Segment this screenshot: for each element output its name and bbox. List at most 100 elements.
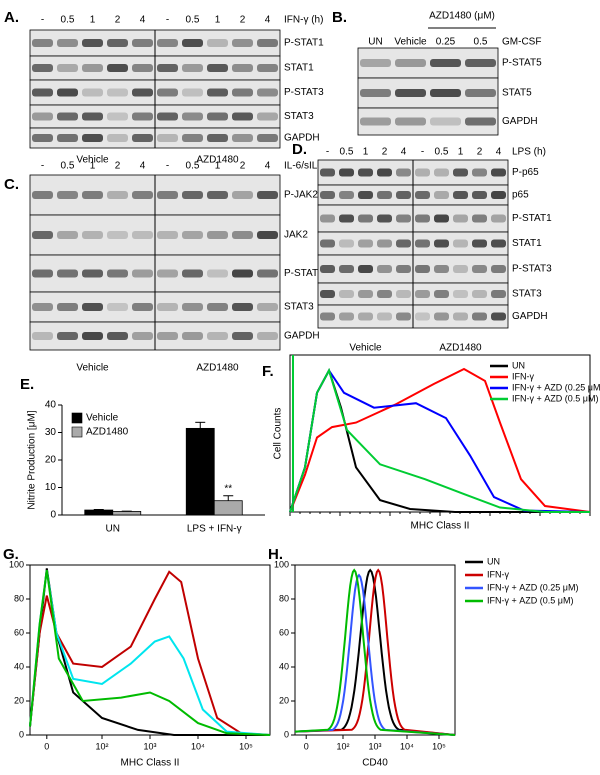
group-label: Vehicle — [76, 363, 109, 374]
blot-band — [207, 332, 228, 340]
blot-band — [57, 64, 78, 72]
lane-label: 4 — [496, 147, 502, 158]
y-tick-label: 0 — [50, 510, 56, 521]
blot-band — [107, 332, 128, 340]
blot-band — [157, 88, 178, 97]
blot-band — [396, 239, 411, 248]
blot-band — [207, 88, 228, 97]
blot-band — [107, 134, 128, 142]
blot-band — [132, 112, 153, 121]
legend-label: IFN-γ — [512, 371, 534, 381]
blot-band — [132, 269, 153, 278]
blot-band — [377, 168, 392, 177]
blot-band — [320, 290, 335, 298]
x-tick-label: 10² — [336, 741, 349, 751]
blot-band — [207, 64, 228, 72]
blot-band — [434, 214, 449, 223]
blot-band — [82, 231, 103, 239]
lane-label: 0.5 — [474, 37, 488, 48]
blot-band — [360, 59, 391, 67]
blot-band — [491, 239, 506, 248]
blot-band — [434, 290, 449, 298]
blot-band — [453, 239, 468, 248]
blot-band — [82, 112, 103, 121]
blot-band — [232, 332, 253, 340]
blot-band — [57, 112, 78, 121]
x-tick-label: 10⁴ — [191, 741, 205, 751]
bar — [112, 511, 142, 516]
blot-band — [157, 231, 178, 239]
blot-band — [430, 117, 461, 126]
y-tick-label: 0 — [19, 729, 24, 739]
y-axis-label: Cell Counts — [273, 408, 284, 460]
blot-band — [377, 312, 392, 321]
blot-band — [453, 168, 468, 177]
blot-band — [232, 191, 253, 199]
lane-label: 2 — [240, 161, 246, 172]
row-label: P-JAK2 — [284, 190, 318, 201]
blot-band — [107, 303, 128, 311]
row-label: GAPDH — [502, 116, 538, 127]
lane-label: - — [166, 15, 169, 26]
panel-label: G. — [3, 546, 19, 563]
histogram-curve — [294, 568, 456, 736]
blot-band — [207, 269, 228, 278]
blot-band — [32, 112, 53, 121]
blot-band — [453, 214, 468, 223]
row-label: P-p65 — [512, 167, 539, 178]
blot-band — [415, 265, 430, 273]
x-tick-label: 0 — [304, 741, 309, 751]
blot-band — [107, 88, 128, 97]
blot-band — [107, 64, 128, 72]
blot-band — [157, 112, 178, 121]
blot-band — [257, 112, 278, 121]
blot-band — [132, 332, 153, 340]
blot-band — [232, 64, 253, 72]
blot-band — [396, 214, 411, 223]
treatment-label: AZD1480 (μM) — [429, 11, 495, 22]
blot-band — [232, 39, 253, 47]
lane-label: 4 — [401, 147, 407, 158]
blot-band — [360, 89, 391, 97]
blot-band — [320, 168, 335, 177]
x-axis-label: MHC Class II — [411, 521, 470, 532]
blot-band — [395, 89, 426, 97]
lane-label: 0.5 — [186, 15, 200, 26]
blot-band — [57, 134, 78, 142]
group-label: Vehicle — [76, 155, 109, 166]
blot-band — [32, 88, 53, 97]
blot-band — [472, 191, 487, 199]
blot-band — [157, 269, 178, 278]
blot-band — [491, 265, 506, 273]
blot-band — [132, 134, 153, 142]
blot-band — [107, 231, 128, 239]
blot-band — [182, 39, 203, 47]
x-tick-label: LPS + IFN-γ — [187, 524, 242, 535]
blot-band — [82, 64, 103, 72]
row-label: P-STAT3 — [284, 87, 324, 98]
blot-band — [377, 265, 392, 273]
blot-band — [182, 64, 203, 72]
x-axis-label: MHC Class II — [121, 758, 180, 769]
blot-band — [57, 191, 78, 199]
legend-label: AZD1480 — [86, 427, 129, 438]
row-label: p65 — [512, 190, 529, 201]
row-label: P-STAT5 — [502, 58, 542, 69]
blot-band — [320, 265, 335, 273]
blot-band — [491, 312, 506, 321]
blot-band — [132, 191, 153, 199]
blot-band — [57, 332, 78, 340]
blot-band — [207, 231, 228, 239]
blot-band — [396, 168, 411, 177]
blot-band — [57, 303, 78, 311]
blot-band — [207, 191, 228, 199]
panel-label: F. — [262, 363, 274, 380]
blot-band — [207, 303, 228, 311]
y-tick-label: 60 — [14, 627, 24, 637]
blot-band — [207, 134, 228, 142]
histogram-curve — [289, 367, 591, 513]
lane-label: 2 — [115, 15, 121, 26]
treatment-label: LPS (h) — [512, 147, 546, 158]
panel-label: H. — [268, 546, 283, 563]
blot-band — [358, 214, 373, 223]
